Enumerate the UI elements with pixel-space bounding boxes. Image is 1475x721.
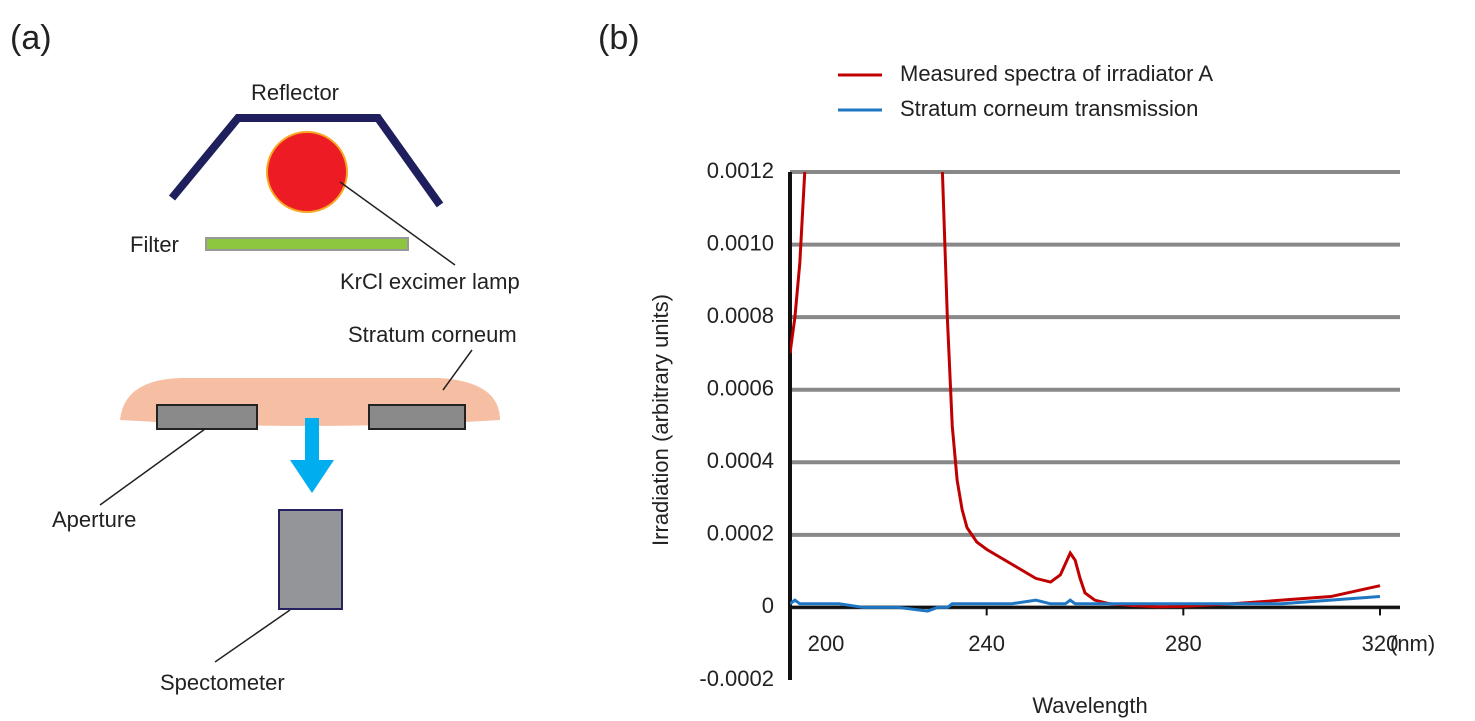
label: KrCl excimer lamp	[340, 269, 520, 294]
y-tick-label: 0.0008	[707, 303, 774, 328]
leader	[442, 349, 473, 391]
y-tick-label: 0.0012	[707, 158, 774, 183]
y-tick-label: 0.0004	[707, 448, 774, 473]
x-tick-label: 200	[808, 631, 845, 656]
series-line	[790, 595, 1381, 613]
x-axis-label: Wavelength	[1032, 693, 1147, 718]
y-tick-label: -0.0002	[699, 666, 774, 691]
panel-label: (b)	[598, 19, 640, 57]
lamp	[266, 131, 348, 213]
y-tick-label: 0	[762, 593, 774, 618]
label: Reflector	[251, 80, 339, 105]
leader	[99, 428, 206, 506]
y-tick-label: 0.0010	[707, 230, 774, 255]
series-line	[790, 172, 1381, 609]
y-axis-label: Irradiation (arbitrary units)	[648, 294, 673, 546]
legend-label: Stratum corneum transmission	[900, 96, 1198, 121]
filter	[205, 237, 409, 251]
y-tick-label: 0.0002	[707, 521, 774, 546]
reflector	[168, 114, 444, 208]
spectrometer	[278, 509, 343, 610]
x-unit: (nm)	[1390, 631, 1435, 656]
aperture	[156, 404, 258, 430]
arrow-head	[290, 460, 334, 493]
y-tick-label: 0.0006	[707, 376, 774, 401]
leader	[339, 181, 456, 266]
x-tick-label: 280	[1165, 631, 1202, 656]
aperture	[368, 404, 466, 430]
x-tick-label: 320	[1362, 631, 1399, 656]
legend-label: Measured spectra of irradiator A	[900, 61, 1213, 86]
arrow	[305, 418, 319, 462]
x-tick-label: 240	[968, 631, 1005, 656]
leader	[214, 609, 291, 663]
label: Spectometer	[160, 670, 285, 695]
label: Stratum corneum	[348, 322, 517, 347]
label: Filter	[130, 232, 179, 257]
panel-label: (a)	[10, 19, 52, 57]
label: Aperture	[52, 507, 136, 532]
